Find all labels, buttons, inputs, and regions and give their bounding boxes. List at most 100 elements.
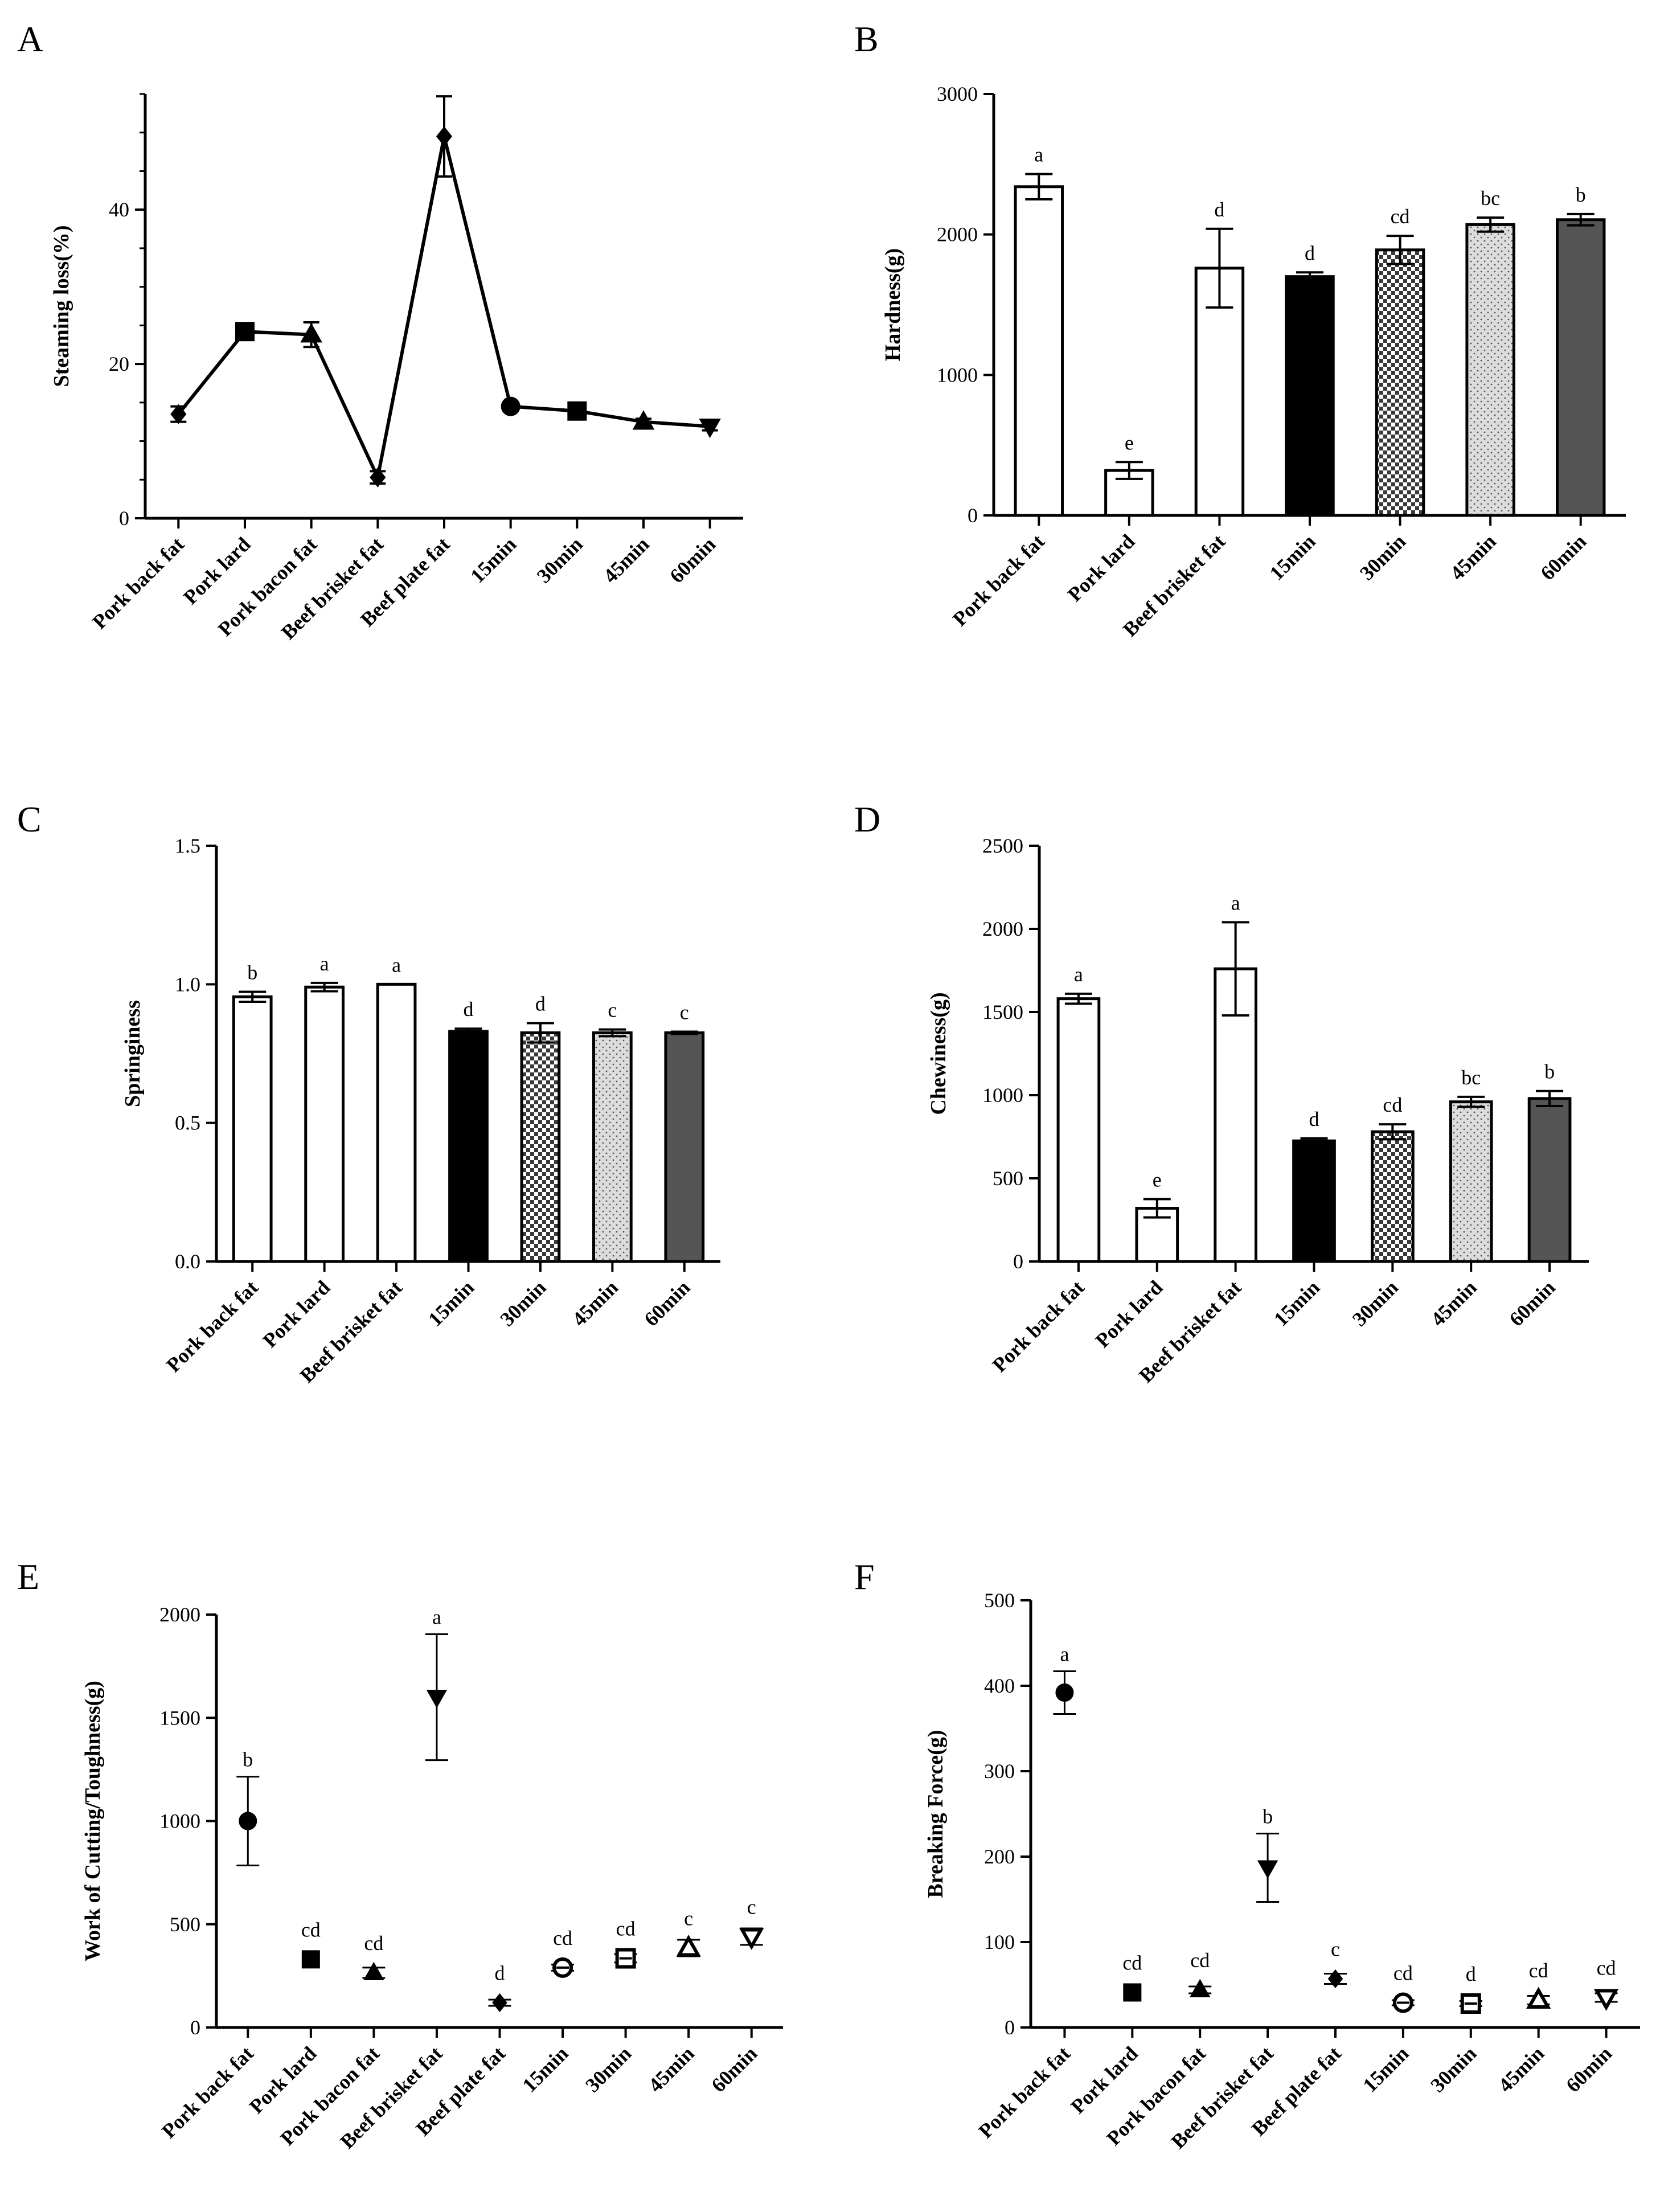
x-tick-label: 45min [568,1276,622,1330]
x-tick-label: Pork back fat [988,1276,1089,1377]
y-tick-label: 1500 [159,1706,200,1729]
marker-circle [239,1812,257,1830]
bar [1285,275,1335,517]
significance-letter: a [1074,963,1083,986]
x-tick-label: Pork back fat [162,1276,263,1377]
y-tick-label: 20 [109,353,129,375]
x-tick-label: Pork back fat [948,530,1049,630]
significance-letter: cd [1383,1093,1402,1116]
significance-letter: cd [1122,1952,1142,1975]
y-tick-label: 100 [984,1931,1015,1953]
bar [520,1031,561,1263]
bar [1371,1130,1415,1263]
y-axis-label: Hardness(g) [881,248,905,361]
significance-letter: cd [1190,1949,1210,1972]
bar [376,982,417,1263]
significance-letter: a [1034,144,1043,166]
x-tick-label: 30min [1355,530,1410,584]
x-tick-label: Pork lard [259,1276,335,1352]
marker-square [567,401,587,421]
y-tick-label: 200 [984,1845,1015,1868]
significance-letter: d [1214,198,1224,221]
significance-letter: cd [301,1918,321,1941]
y-tick-label: 500 [993,1167,1023,1190]
significance-letter: d [1309,1108,1319,1130]
significance-letter: d [464,998,474,1021]
chart-panel-D: D 0 500 1000 1500 2000 2500 Chewiness(g) Pork ba… [854,799,1589,1387]
x-tick-label: 45min [1427,1276,1481,1330]
bar [1214,967,1257,1263]
significance-letter: a [392,953,401,976]
y-tick-label: 1.0 [175,973,200,996]
marker-circle [501,396,520,416]
bar [1555,218,1606,517]
y-tick-label: 40 [109,198,129,221]
significance-letter: b [247,961,257,984]
y-axis-label: Chewiness(g) [927,992,950,1115]
significance-letter: d [495,1962,505,1985]
panel-letter: E [17,1556,39,1597]
panel-letter: C [17,799,42,839]
x-tick-label: 30min [495,1276,550,1330]
panel-letter: A [17,19,43,59]
y-tick-label: 2000 [982,917,1023,940]
marker-triangle [1190,1978,1211,1997]
bar [1056,997,1101,1263]
x-tick-label: 60min [665,532,720,587]
x-tick-label: Pork back fat [974,2042,1075,2143]
marker-triangle [300,323,322,343]
significance-letter: a [1231,891,1240,914]
marker-square [301,1950,320,1969]
significance-letter: c [1331,1938,1340,1961]
y-tick-label: 1.5 [175,834,200,857]
x-tick-label: 60min [707,2042,761,2096]
bar [1465,223,1515,517]
x-tick-label: 30min [1348,1276,1403,1330]
x-tick-label: 30min [1426,2042,1481,2096]
marker-triangle [1526,1986,1551,2009]
bar [1194,267,1245,517]
significance-letter: b [1544,1060,1555,1083]
x-tick-label: 15min [1265,530,1319,584]
significance-letter: e [1153,1169,1162,1191]
x-tick-label: Pork back fat [157,2042,258,2143]
significance-letter: b [1263,1805,1273,1828]
bar [664,1031,705,1263]
y-tick-label: 0 [190,2016,200,2039]
x-tick-label: 60min [1561,2042,1616,2096]
marker-diamond [492,1993,507,2013]
bar [1375,248,1425,517]
significance-letter: cd [1391,205,1410,228]
y-tick-label: 1000 [159,1810,200,1833]
marker-triangle-down [1257,1860,1278,1879]
y-tick-label: 300 [984,1760,1015,1783]
significance-letter: cd [616,1918,636,1940]
panel-letter: F [854,1556,875,1597]
bar [1449,1100,1493,1263]
significance-letter: cd [553,1927,572,1949]
x-tick-label: 15min [518,2042,573,2096]
bar [1292,1139,1336,1263]
significance-letter: a [432,1605,441,1628]
significance-letter: a [1060,1643,1069,1666]
x-tick-label: 45min [599,532,653,587]
y-tick-label: 0 [119,507,129,530]
x-tick-label: 15min [1269,1276,1324,1330]
x-tick-label: 15min [466,532,520,587]
significance-letter: e [1125,431,1134,454]
y-tick-label: 1500 [982,1001,1023,1023]
marker-triangle-down [426,1690,448,1709]
significance-letter: cd [1529,1959,1548,1982]
y-tick-label: 0 [1005,2016,1015,2039]
significance-letter: bc [1481,187,1500,210]
marker-triangle [632,410,655,430]
marker-diamond [1327,1969,1343,1989]
x-tick-label: 45min [1446,530,1501,584]
significance-letter: cd [1393,1962,1413,1985]
significance-letter: cd [1597,1957,1616,1980]
marker-diamond [170,404,187,424]
bar [304,985,345,1263]
y-tick-label: 0 [968,504,978,527]
panel-letter: B [854,19,879,59]
